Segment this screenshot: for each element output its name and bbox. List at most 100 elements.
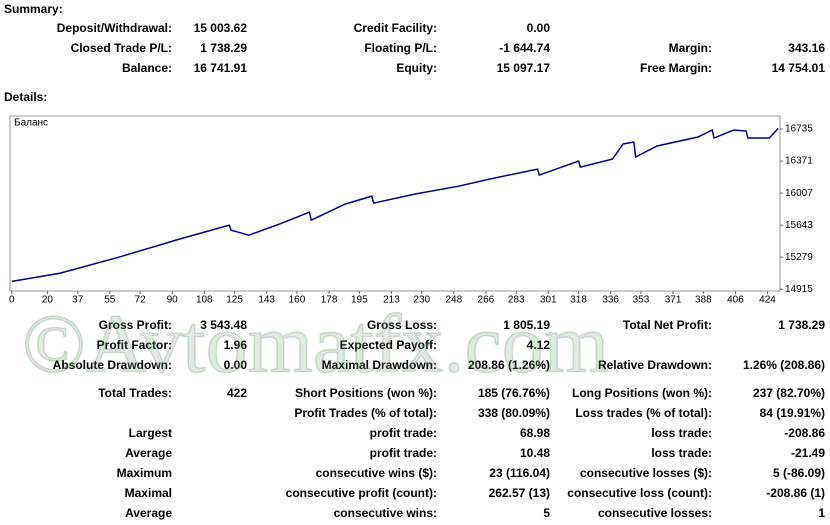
x-tick-label: 108 — [196, 295, 213, 306]
x-tick-label: 336 — [602, 295, 619, 306]
field-value: 5 (-86.09) — [773, 466, 825, 480]
field-value: 1 738.29 — [200, 41, 247, 55]
field-value: 4.12 — [527, 338, 551, 352]
x-tick-label: 72 — [135, 295, 147, 306]
x-tick-label: 388 — [695, 295, 712, 306]
field-label: loss trade: — [651, 446, 712, 460]
x-tick-label: 213 — [383, 295, 400, 306]
field-label: consecutive wins: — [334, 506, 437, 520]
field-label: consecutive loss (count): — [567, 486, 712, 500]
field-label: Average — [125, 446, 172, 460]
y-tick-label: 14915 — [785, 284, 813, 295]
field-label: loss trade: — [651, 426, 712, 440]
field-label: Equity: — [396, 61, 437, 75]
field-label: consecutive losses: — [598, 506, 712, 520]
field-label: Gross Loss: — [367, 318, 437, 332]
field-value: 422 — [227, 386, 247, 400]
x-tick-label: 318 — [570, 295, 587, 306]
y-tick-label: 15279 — [785, 252, 813, 263]
x-tick-label: 37 — [72, 295, 84, 306]
field-label: Short Positions (won %): — [295, 386, 437, 400]
field-label: Closed Trade P/L: — [71, 41, 172, 55]
field-label: Free Margin: — [640, 61, 712, 75]
field-label: Largest — [129, 426, 172, 440]
balance-line — [11, 127, 779, 283]
field-value: 15 097.17 — [497, 61, 551, 75]
field-value: -1 644.74 — [499, 41, 550, 55]
field-value: 1 738.29 — [778, 318, 825, 332]
summary-title: Summary: — [4, 2, 63, 16]
field-value: 15 003.62 — [194, 21, 248, 35]
field-value: 208.86 (1.26%) — [468, 358, 550, 372]
field-label: profit trade: — [370, 446, 437, 460]
field-value: 16 741.91 — [194, 61, 248, 75]
field-label: Deposit/Withdrawal: — [57, 21, 172, 35]
x-tick-label: 283 — [508, 295, 525, 306]
y-tick-label: 16007 — [785, 188, 813, 199]
field-value: 1.26% (208.86) — [743, 358, 825, 372]
field-label: Maximal — [125, 486, 172, 500]
field-value: 23 (116.04) — [489, 466, 550, 480]
field-value: 10.48 — [520, 446, 550, 460]
field-value: 343.16 — [788, 41, 825, 55]
x-tick-label: 424 — [759, 295, 776, 306]
field-label: Profit Factor: — [97, 338, 172, 352]
field-value: 3 543.48 — [200, 318, 247, 332]
field-value: -208.86 — [784, 426, 825, 440]
x-tick-label: 406 — [727, 295, 744, 306]
field-label: Credit Facility: — [354, 21, 437, 35]
field-value: 1 805.19 — [503, 318, 550, 332]
x-tick-label: 90 — [167, 295, 179, 306]
field-value: 262.57 (13) — [489, 486, 550, 500]
details-title: Details: — [4, 90, 47, 104]
legend-label: Баланс — [14, 118, 48, 129]
field-value: -21.49 — [791, 446, 825, 460]
field-value: 237 (82.70%) — [753, 386, 825, 400]
y-tick-label: 16371 — [785, 156, 813, 167]
field-value: 5 — [543, 506, 550, 520]
field-label: Total Trades: — [98, 386, 172, 400]
field-value: 1.96 — [224, 338, 248, 352]
y-tick-label: 15643 — [785, 220, 813, 231]
field-label: Floating P/L: — [364, 41, 437, 55]
x-tick-label: 178 — [321, 295, 338, 306]
field-label: consecutive losses ($): — [580, 466, 712, 480]
watermark: ©Avtomatfx.com — [22, 297, 609, 390]
plot-area — [9, 115, 781, 292]
x-tick-label: 125 — [226, 295, 243, 306]
field-label: Total Net Profit: — [623, 318, 712, 332]
y-tick-label: 16735 — [785, 124, 813, 135]
field-value: 1 — [818, 506, 825, 520]
x-tick-label: 266 — [478, 295, 495, 306]
field-value: 185 (76.76%) — [478, 386, 550, 400]
field-label: consecutive profit (count): — [286, 486, 437, 500]
x-tick-label: 195 — [351, 295, 368, 306]
x-tick-label: 20 — [42, 295, 54, 306]
field-label: Margin: — [669, 41, 712, 55]
x-tick-label: 143 — [258, 295, 275, 306]
field-value: 68.98 — [520, 426, 550, 440]
x-tick-label: 353 — [633, 295, 650, 306]
x-tick-label: 0 — [9, 295, 15, 306]
field-value: 14 754.01 — [772, 61, 826, 75]
field-label: Maximum — [117, 466, 172, 480]
field-label: Expected Payoff: — [340, 338, 437, 352]
x-tick-label: 371 — [665, 295, 682, 306]
field-label: Loss trades (% of total): — [575, 406, 712, 420]
x-tick-label: 230 — [413, 295, 430, 306]
field-value: -208.86 (1) — [766, 486, 825, 500]
field-label: Relative Drawdown: — [598, 358, 712, 372]
field-label: Balance: — [122, 61, 172, 75]
field-label: Absolute Drawdown: — [53, 358, 172, 372]
x-tick-label: 160 — [289, 295, 306, 306]
field-value: 84 (19.91%) — [760, 406, 825, 420]
field-label: profit trade: — [370, 426, 437, 440]
field-label: Long Positions (won %): — [572, 386, 712, 400]
x-tick-label: 301 — [540, 295, 557, 306]
x-tick-label: 248 — [445, 295, 462, 306]
field-value: 0.00 — [527, 21, 551, 35]
field-label: Maximal Drawdown: — [322, 358, 437, 372]
field-label: Profit Trades (% of total): — [294, 406, 437, 420]
field-label: Average — [125, 506, 172, 520]
x-tick-label: 55 — [104, 295, 116, 306]
